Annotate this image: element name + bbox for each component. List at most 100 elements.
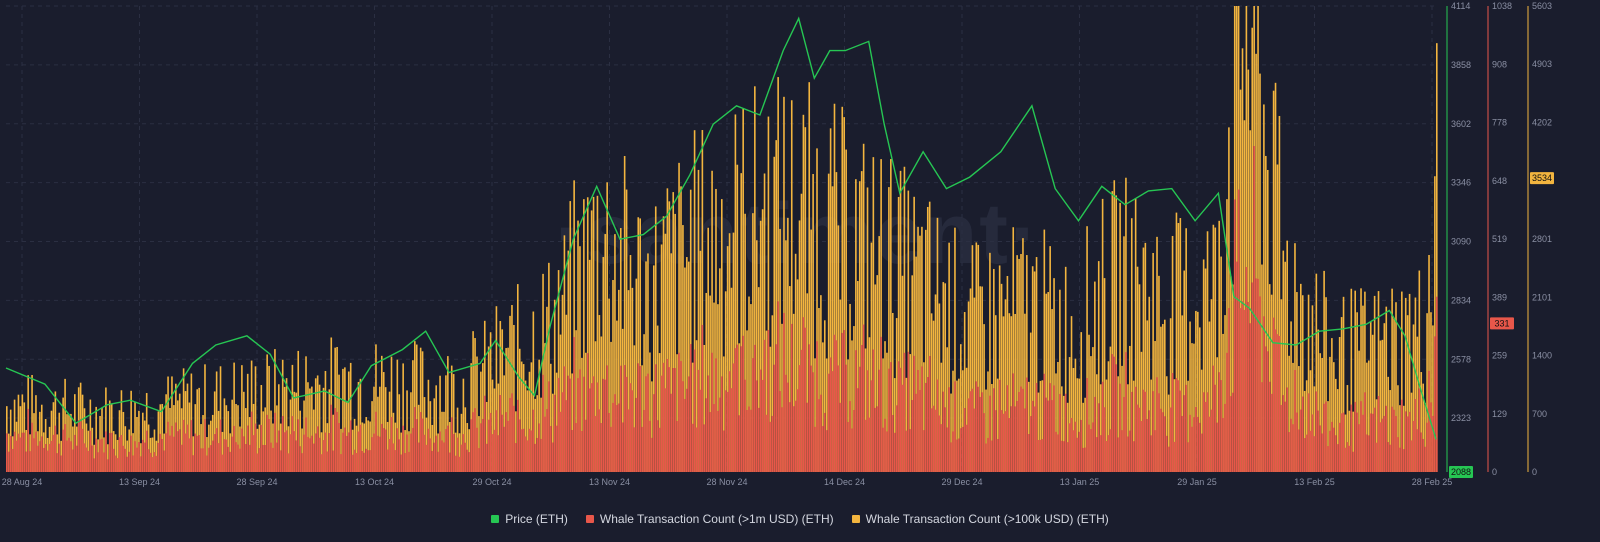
bar-whale-100k (1006, 275, 1009, 472)
bar-whale-1m (114, 455, 117, 472)
bar-whale-1m (1035, 382, 1038, 472)
bar-whale-100k (536, 395, 539, 472)
bar-whale-100k (893, 378, 896, 472)
bar-whale-100k (695, 340, 698, 472)
bar-whale-100k (855, 179, 857, 472)
bar-whale-1m (171, 425, 173, 472)
bar-whale-100k (299, 410, 301, 472)
bar-whale-100k (1204, 268, 1207, 472)
bar-whale-100k (592, 196, 595, 473)
bar-whale-1m (757, 407, 760, 472)
bar-whale-1m (1193, 417, 1195, 472)
bar-whale-1m (645, 376, 647, 472)
bar-whale-1m (513, 405, 515, 472)
bar-whale-1m (1340, 413, 1343, 472)
bar-whale-1m (1146, 419, 1149, 472)
bar-whale-100k (1002, 316, 1005, 472)
bar-whale-100k (1140, 351, 1143, 472)
bar-whale-1m (948, 387, 950, 472)
bar-whale-1m (233, 425, 235, 472)
bar-whale-1m (386, 449, 389, 472)
bar-whale-100k (394, 422, 397, 472)
bar-whale-1m (103, 452, 105, 472)
legend-item-price[interactable]: Price (ETH) (491, 512, 568, 526)
bar-whale-1m (1362, 414, 1364, 472)
bar-whale-100k (779, 228, 781, 472)
bar-whale-1m (1062, 441, 1065, 472)
bar-whale-1m (149, 452, 152, 472)
bar-whale-100k (594, 341, 597, 472)
bar-whale-1m (278, 430, 280, 472)
bar-whale-100k (1263, 104, 1265, 472)
bar-whale-1m (1074, 421, 1077, 472)
bar-whale-1m (777, 301, 779, 472)
bar-whale-100k (1113, 180, 1116, 472)
bar-whale-1m (913, 355, 915, 472)
bar-whale-100k (217, 410, 220, 472)
bar-whale-1m (450, 417, 453, 472)
bar-whale-1m (176, 431, 179, 472)
bar-whale-1m (132, 455, 134, 472)
badge-price: 2088 (1451, 467, 1471, 477)
bar-whale-100k (975, 242, 978, 472)
bar-whale-1m (1432, 415, 1434, 472)
bar-whale-100k (876, 275, 879, 472)
bar-whale-1m (818, 399, 820, 472)
bar-whale-1m (1080, 419, 1083, 472)
bar-whale-1m (1329, 430, 1331, 472)
bar-whale-100k (666, 188, 669, 472)
bar-whale-1m (882, 427, 884, 472)
bar-whale-100k (724, 291, 727, 472)
bar-whale-1m (1245, 266, 1248, 472)
bar-whale-100k (905, 377, 908, 472)
bar-whale-100k (952, 370, 954, 472)
bar-whale-100k (233, 362, 235, 472)
legend-label-whale-1m: Whale Transaction Count (>1m USD) (ETH) (599, 512, 834, 526)
bar-whale-1m (872, 349, 875, 472)
bar-whale-1m (1218, 372, 1220, 472)
legend-item-whale-100k[interactable]: Whale Transaction Count (>100k USD) (ETH… (851, 512, 1109, 526)
bar-whale-1m (1006, 385, 1009, 472)
bar-whale-100k (1160, 326, 1162, 472)
bar-whale-1m (639, 366, 641, 472)
legend-item-whale-1m[interactable]: Whale Transaction Count (>1m USD) (ETH) (585, 512, 834, 526)
bar-whale-1m (1095, 437, 1098, 472)
bar-whale-100k (1200, 369, 1203, 472)
bar-whale-1m (860, 344, 863, 472)
bar-whale-1m (985, 443, 987, 472)
bar-whale-100k (1367, 360, 1370, 472)
bar-whale-1m (598, 409, 601, 472)
bar-whale-100k (796, 279, 799, 472)
bar-whale-100k (909, 354, 912, 472)
bar-whale-1m (332, 450, 335, 472)
bar-whale-1m (862, 324, 865, 472)
bar-whale-1m (942, 391, 945, 472)
bar-whale-1m (192, 455, 195, 472)
bar-whale-1m (565, 400, 568, 472)
bar-whale-1m (625, 376, 628, 472)
bar-whale-100k (1319, 353, 1322, 472)
bar-whale-1m (359, 424, 362, 472)
bar-whale-1m (1292, 424, 1294, 472)
bar-whale-1m (1336, 444, 1339, 472)
y-tick-whale_1m: 519 (1492, 234, 1507, 244)
bar-whale-1m (421, 418, 424, 472)
bar-whale-1m (112, 448, 115, 472)
bar-whale-1m (250, 411, 253, 472)
bar-whale-1m (439, 431, 441, 472)
y-tick-whale_1m: 259 (1492, 351, 1507, 361)
bar-whale-1m (1420, 432, 1423, 472)
bar-whale-100k (676, 354, 678, 472)
bar-whale-100k (550, 363, 552, 472)
bar-whale-100k (1434, 176, 1436, 472)
bar-whale-1m (1243, 309, 1246, 472)
bar-whale-100k (105, 387, 107, 472)
bar-whale-100k (17, 394, 20, 472)
bar-whale-100k (1092, 347, 1094, 472)
bar-whale-100k (526, 390, 529, 472)
bar-whale-100k (610, 341, 612, 472)
bar-whale-100k (285, 378, 288, 472)
bar-whale-1m (857, 388, 859, 472)
bar-whale-100k (171, 376, 173, 472)
bar-whale-100k (773, 156, 776, 472)
